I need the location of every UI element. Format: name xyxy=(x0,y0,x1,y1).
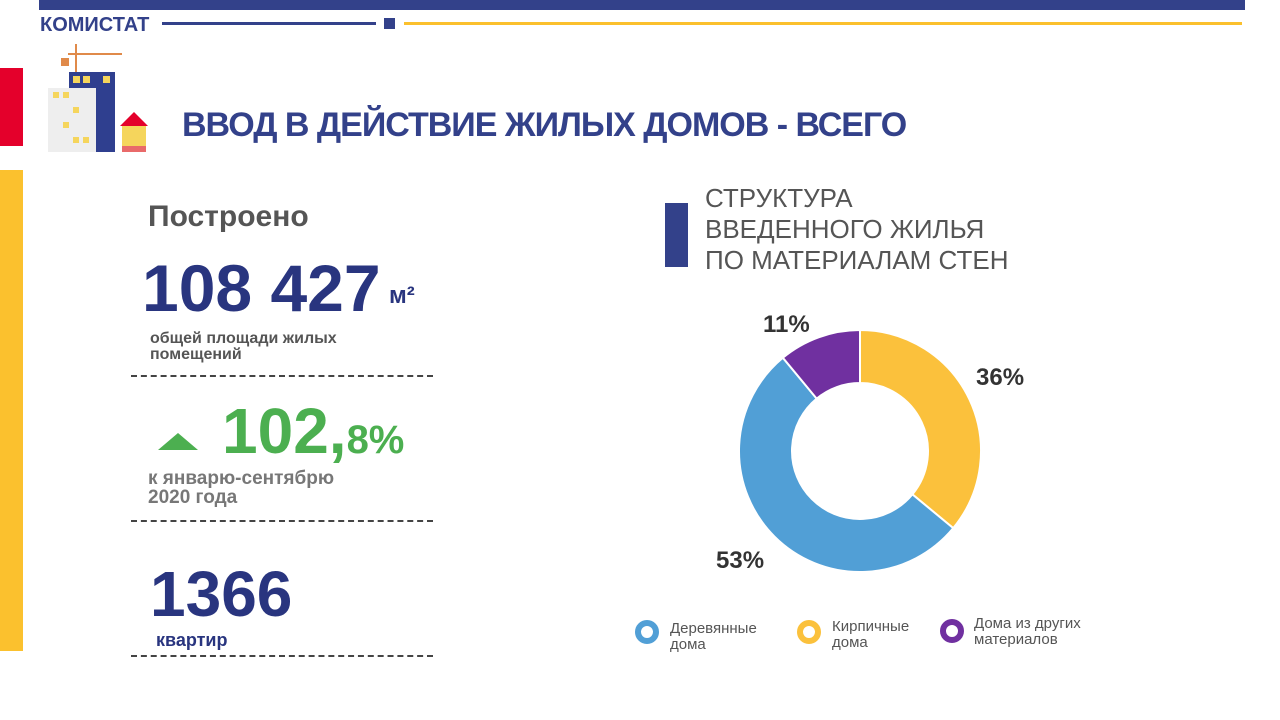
top-bar xyxy=(39,0,1245,10)
donut-slice xyxy=(781,328,861,401)
area-unit: м² xyxy=(389,282,415,309)
legend-item-brick: Кирпичные дома xyxy=(832,618,910,651)
area-caption: помещений xyxy=(150,346,242,363)
building-icon xyxy=(48,44,148,152)
brand-name: КОМИСТАТ xyxy=(40,14,150,36)
legend-item-wood: Деревянные дома xyxy=(670,620,757,653)
growth-caption: к январю-сентябрю xyxy=(148,468,335,489)
legend-item-other: Дома из других материалов xyxy=(974,615,1081,648)
donut-slice xyxy=(859,328,982,530)
accent-bar-red xyxy=(0,68,23,146)
dashed-divider xyxy=(131,375,433,377)
apartments-label: квартир xyxy=(156,630,228,650)
growth-caption: 2020 года xyxy=(148,487,238,508)
chart-title-marker xyxy=(665,203,688,267)
built-label: Построено xyxy=(148,200,309,233)
divider xyxy=(404,22,1242,25)
arrow-up-icon xyxy=(158,433,198,450)
slice-label: 11% xyxy=(763,311,810,338)
apartments-value: 1366 xyxy=(150,558,293,630)
slice-label: 36% xyxy=(976,364,1025,391)
legend-marker-brick xyxy=(797,620,821,644)
dashed-divider xyxy=(131,520,433,522)
dashed-divider xyxy=(131,655,433,657)
accent-bar-yellow xyxy=(0,170,23,651)
slice-label: 53% xyxy=(716,547,765,574)
divider xyxy=(162,22,376,25)
donut-slice xyxy=(738,356,955,573)
area-caption: общей площади жилых xyxy=(150,330,337,347)
chart-title: СТРУКТУРА ВВЕДЕННОГО ЖИЛЬЯ ПО МАТЕРИАЛАМ… xyxy=(705,183,1009,275)
page-title: ВВОД В ДЕЙСТВИЕ ЖИЛЫХ ДОМОВ - ВСЕГО xyxy=(182,106,907,144)
growth-value: 102,8% xyxy=(222,395,405,467)
legend-marker-wood xyxy=(635,620,659,644)
divider-square xyxy=(384,18,395,29)
area-value: 108 427 xyxy=(142,251,381,325)
legend-marker-other xyxy=(940,619,964,643)
